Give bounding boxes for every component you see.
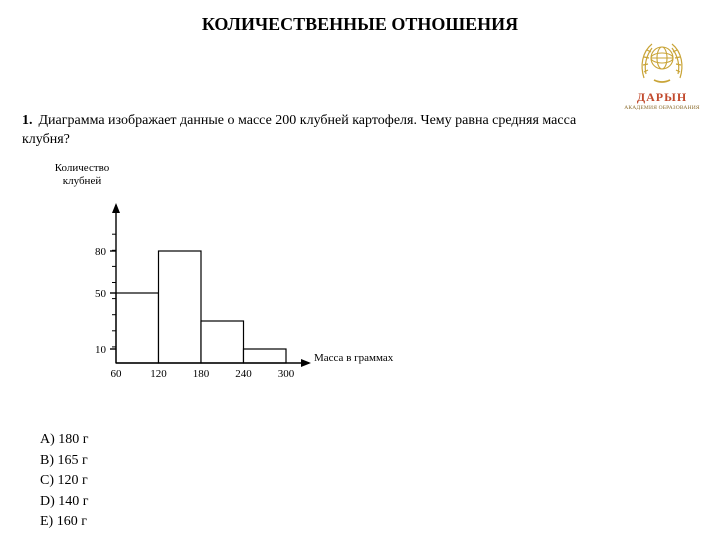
svg-text:80: 80	[95, 246, 107, 258]
svg-text:300: 300	[278, 368, 295, 380]
answer-d: D) 140 г	[40, 492, 89, 512]
answer-c: C) 120 г	[40, 471, 89, 491]
logo-name: ДАРЫН	[622, 90, 702, 105]
svg-text:180: 180	[193, 368, 210, 380]
logo-subtitle: АКАДЕМИЯ ОБРАЗОВАНИЯ	[622, 105, 702, 111]
svg-text:10: 10	[95, 344, 107, 356]
y-axis-label: Количествоклубней	[42, 162, 122, 188]
answer-options: A) 180 г B) 165 г C) 120 г D) 140 г E) 1…	[40, 430, 89, 533]
question-text: Диаграмма изображает данные о массе 200 …	[22, 113, 576, 147]
laurel-globe-icon	[634, 32, 690, 88]
chart-svg: 10 50 80 60 120 180 240 300	[54, 168, 474, 408]
svg-text:60: 60	[111, 368, 123, 380]
histogram-chart: Количествоклубней 10508060120180240300 М…	[54, 168, 474, 408]
answer-e: E) 160 г	[40, 512, 89, 532]
question-number: 1.	[22, 113, 33, 128]
answer-a: A) 180 г	[40, 430, 89, 450]
answer-b: B) 165 г	[40, 451, 89, 471]
svg-text:50: 50	[95, 288, 107, 300]
page-title: КОЛИЧЕСТВЕННЫЕ ОТНОШЕНИЯ	[0, 0, 720, 35]
svg-text:120: 120	[150, 368, 167, 380]
x-axis-label: Масса в граммах	[314, 352, 393, 364]
svg-text:240: 240	[235, 368, 252, 380]
question-block: 1.Диаграмма изображает данные о массе 20…	[22, 112, 620, 150]
brand-logo: ДАРЫН АКАДЕМИЯ ОБРАЗОВАНИЯ	[622, 32, 702, 111]
